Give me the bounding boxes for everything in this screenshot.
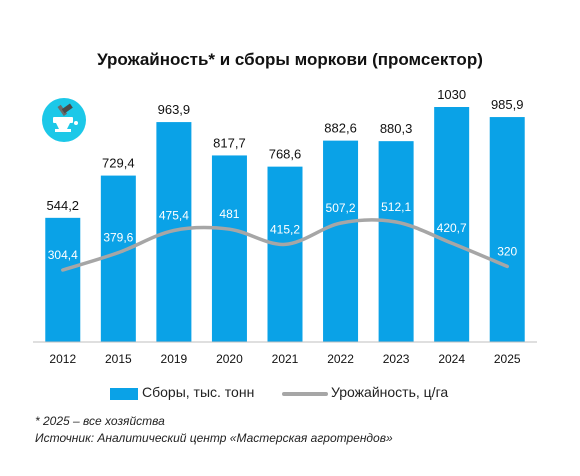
bar-value-label: 985,9 bbox=[491, 97, 524, 112]
line-value-label: 415,2 bbox=[270, 222, 300, 236]
anvil-hammer-icon bbox=[42, 98, 86, 142]
chart-canvas: 544,2 2012 729,4 2015 963,9 2019 817,7 2020 768,… bbox=[33, 87, 537, 366]
bar bbox=[378, 141, 414, 342]
notes: * 2025 – все хозяйства Источник: Аналити… bbox=[35, 413, 393, 447]
bar-value-label: 963,9 bbox=[158, 102, 191, 117]
bar bbox=[323, 140, 359, 342]
x-tick-label: 2012 bbox=[49, 352, 76, 366]
bar-value-label: 880,3 bbox=[380, 121, 413, 136]
bar-value-label: 882,6 bbox=[324, 121, 357, 136]
bar-value-label: 1030 bbox=[437, 87, 466, 102]
bar bbox=[45, 217, 81, 342]
line-value-label: 481 bbox=[219, 207, 239, 221]
x-tick-label: 2020 bbox=[216, 352, 243, 366]
source-note: Источник: Аналитический центр «Мастерска… bbox=[35, 431, 393, 445]
x-tick-label: 2019 bbox=[161, 352, 188, 366]
line-value-label: 475,4 bbox=[159, 208, 189, 222]
bar bbox=[434, 107, 470, 342]
line-value-label: 507,2 bbox=[326, 201, 356, 215]
legend-bar-label: Сборы, тыс. тонн bbox=[142, 384, 255, 400]
line-value-label: 320 bbox=[497, 244, 517, 258]
footnote: * 2025 – все хозяйства bbox=[35, 414, 165, 428]
legend-line-label: Урожайность, ц/га bbox=[331, 384, 449, 400]
bar-value-label: 544,2 bbox=[47, 198, 80, 213]
line-value-label: 512,1 bbox=[381, 200, 411, 214]
bar-value-label: 729,4 bbox=[102, 156, 135, 171]
bar bbox=[100, 175, 136, 342]
yield-line bbox=[61, 218, 509, 272]
x-tick-label: 2015 bbox=[105, 352, 132, 366]
legend: Сборы, тыс. тонн Урожайность, ц/га bbox=[0, 384, 580, 404]
line-value-label: 379,6 bbox=[103, 231, 133, 245]
legend-line-swatch bbox=[282, 392, 328, 396]
bar-value-label: 768,6 bbox=[269, 147, 302, 162]
x-tick-label: 2022 bbox=[327, 352, 354, 366]
x-tick-label: 2025 bbox=[494, 352, 521, 366]
line-value-label: 304,4 bbox=[48, 248, 78, 262]
x-tick-label: 2024 bbox=[438, 352, 465, 366]
legend-bar-swatch bbox=[110, 388, 138, 400]
x-tick-label: 2021 bbox=[272, 352, 299, 366]
bar-value-label: 817,7 bbox=[213, 135, 246, 150]
bar bbox=[489, 117, 525, 343]
x-tick-label: 2023 bbox=[383, 352, 410, 366]
bar bbox=[267, 166, 303, 342]
bar bbox=[211, 155, 247, 342]
line-value-label: 420,7 bbox=[437, 221, 467, 235]
chart-title: Урожайность* и сборы моркови (промсектор… bbox=[97, 50, 483, 69]
